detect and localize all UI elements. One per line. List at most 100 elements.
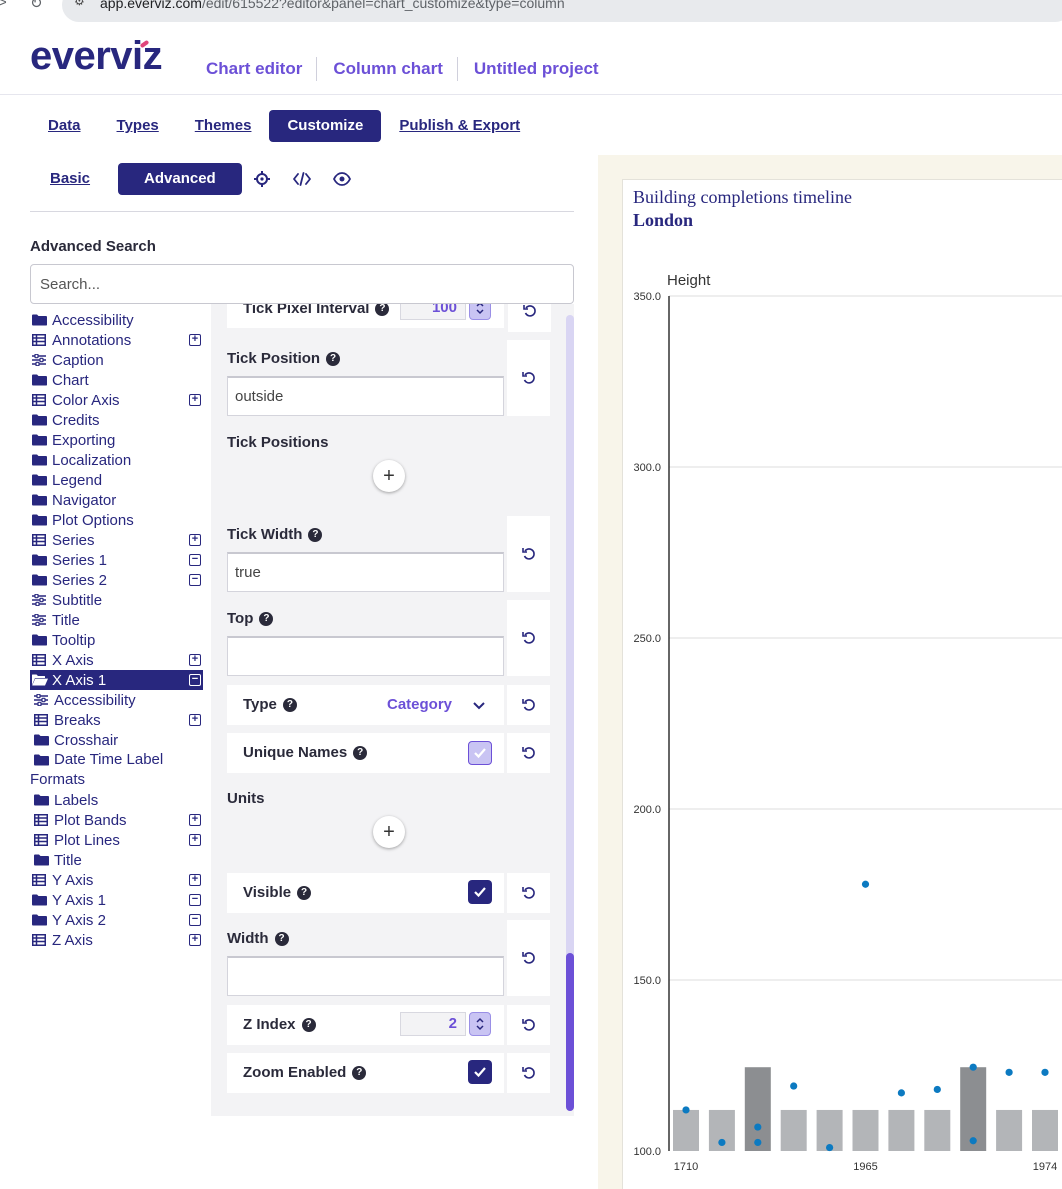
scatter-point[interactable] — [682, 1106, 690, 1114]
column-bar[interactable] — [960, 1067, 987, 1151]
add-unit-button[interactable]: + — [373, 816, 405, 848]
zoom-enabled-checkbox[interactable] — [468, 1060, 492, 1084]
tree-item-plot-bands[interactable]: Plot Bands + — [30, 810, 205, 830]
tree-item-labels[interactable]: Labels — [30, 790, 205, 810]
crosshair-icon[interactable] — [242, 163, 282, 195]
column-bar[interactable] — [744, 1067, 771, 1151]
tab-themes[interactable]: Themes — [194, 117, 252, 134]
expand-icon[interactable]: + — [189, 334, 201, 346]
subtab-advanced[interactable]: Advanced — [118, 163, 242, 195]
reload-icon[interactable]: ↻ — [30, 0, 43, 12]
tick-position-input[interactable]: outside — [227, 376, 504, 416]
expand-icon[interactable]: + — [189, 394, 201, 406]
reset-icon[interactable] — [507, 733, 550, 773]
scatter-point[interactable] — [897, 1089, 906, 1097]
tree-item-legend[interactable]: Legend — [30, 470, 205, 490]
expand-icon[interactable]: + — [189, 874, 201, 886]
tree-item-crosshair[interactable]: Crosshair — [30, 730, 205, 750]
url-text[interactable]: app.everviz.com/edit/615522?editor&panel… — [100, 0, 565, 11]
tree-item-z-axis[interactable]: Z Axis + — [30, 930, 205, 950]
tick-width-input[interactable]: true — [227, 552, 504, 592]
tree-item-date-time-label-formats[interactable]: Date Time Label Formats — [30, 750, 205, 790]
chart-title[interactable]: Building completions timeline — [633, 187, 852, 207]
tree-item-plot-lines[interactable]: Plot Lines + — [30, 830, 205, 850]
help-icon[interactable]: ? — [353, 745, 368, 760]
reset-icon[interactable] — [507, 516, 550, 592]
collapse-icon[interactable]: − — [189, 894, 201, 906]
tree-item-annotations[interactable]: Annotations + — [30, 330, 205, 350]
help-icon[interactable]: ? — [308, 527, 323, 542]
column-bar[interactable] — [852, 1109, 879, 1151]
url-field[interactable] — [62, 0, 1062, 22]
scatter-point[interactable] — [754, 1138, 762, 1147]
tree-item-exporting[interactable]: Exporting — [30, 430, 205, 450]
scatter-point[interactable] — [933, 1085, 941, 1094]
column-bar[interactable] — [888, 1109, 915, 1151]
code-icon[interactable] — [282, 163, 322, 195]
reset-icon[interactable] — [507, 340, 550, 416]
tree-item-accessibility[interactable]: Accessibility — [30, 310, 205, 330]
site-settings-icon[interactable]: ⚙ — [74, 0, 85, 8]
tree-item-localization[interactable]: Localization — [30, 450, 205, 470]
tree-item-series-1[interactable]: Series 1 − — [30, 550, 205, 570]
scatter-point[interactable] — [1005, 1068, 1013, 1076]
expand-icon[interactable]: + — [189, 534, 201, 546]
tree-item-y-axis-2[interactable]: Y Axis 2 − — [30, 910, 205, 930]
add-tick-position-button[interactable]: + — [373, 460, 405, 492]
help-icon[interactable]: ? — [301, 1017, 316, 1032]
tree-item-tooltip[interactable]: Tooltip — [30, 630, 205, 650]
chart-card[interactable] — [622, 179, 1062, 1189]
column-bar[interactable] — [780, 1109, 807, 1151]
scatter-point[interactable] — [754, 1123, 762, 1131]
tree-item-credits[interactable]: Credits — [30, 410, 205, 430]
expand-icon[interactable]: + — [189, 654, 201, 666]
breadcrumb-project-name[interactable]: Untitled project — [473, 59, 599, 78]
reset-icon[interactable] — [507, 920, 550, 996]
scatter-point[interactable] — [969, 1137, 977, 1145]
tab-publish-export[interactable]: Publish & Export — [399, 117, 521, 134]
help-icon[interactable]: ? — [326, 351, 341, 366]
tree-item-subtitle[interactable]: Subtitle — [30, 590, 205, 610]
tree-item-series[interactable]: Series + — [30, 530, 205, 550]
scatter-point[interactable] — [861, 880, 870, 888]
stepper-arrows-icon[interactable] — [469, 304, 491, 320]
expand-icon[interactable]: + — [189, 714, 201, 726]
visible-checkbox[interactable] — [468, 880, 492, 904]
subtab-basic[interactable]: Basic — [50, 170, 91, 187]
help-icon[interactable]: ? — [259, 611, 274, 626]
column-bar[interactable] — [924, 1109, 951, 1151]
options-scrollbar-thumb[interactable] — [566, 953, 574, 1111]
tab-customize[interactable]: Customize — [269, 110, 382, 142]
help-icon[interactable]: ? — [375, 304, 390, 316]
reset-icon[interactable] — [507, 685, 550, 725]
width-input[interactable] — [227, 956, 504, 996]
tick-pixel-interval-stepper[interactable]: 100 — [400, 304, 491, 320]
scatter-point[interactable] — [969, 1063, 977, 1071]
reset-icon[interactable] — [507, 1005, 550, 1045]
tree-item-breaks[interactable]: Breaks + — [30, 710, 205, 730]
tree-item-accessibility[interactable]: Accessibility — [30, 690, 205, 710]
tree-item-series-2[interactable]: Series 2 − — [30, 570, 205, 590]
forward-icon[interactable]: > — [0, 0, 7, 11]
collapse-icon[interactable]: − — [189, 554, 201, 566]
expand-icon[interactable]: + — [189, 814, 201, 826]
breadcrumb-column-chart[interactable]: Column chart — [333, 59, 443, 78]
expand-icon[interactable]: + — [189, 834, 201, 846]
tree-item-x-axis[interactable]: X Axis + — [30, 650, 205, 670]
z-index-stepper[interactable]: 2 — [400, 1012, 491, 1036]
collapse-icon[interactable]: − — [189, 674, 201, 686]
help-icon[interactable]: ? — [274, 931, 289, 946]
column-bar[interactable] — [673, 1109, 699, 1151]
advanced-search-input[interactable] — [30, 264, 574, 304]
type-select-value[interactable]: Category — [387, 696, 453, 713]
tree-item-plot-options[interactable]: Plot Options — [30, 510, 205, 530]
column-bar[interactable] — [1032, 1109, 1058, 1151]
tab-data[interactable]: Data — [48, 117, 81, 134]
reset-icon[interactable] — [507, 1053, 550, 1093]
tree-item-y-axis[interactable]: Y Axis + — [30, 870, 205, 890]
tree-item-chart[interactable]: Chart — [30, 370, 205, 390]
tree-item-x-axis-1[interactable]: X Axis 1 − — [30, 670, 203, 690]
chevron-down-icon[interactable] — [472, 698, 486, 716]
expand-icon[interactable]: + — [189, 934, 201, 946]
help-icon[interactable]: ? — [282, 697, 297, 712]
